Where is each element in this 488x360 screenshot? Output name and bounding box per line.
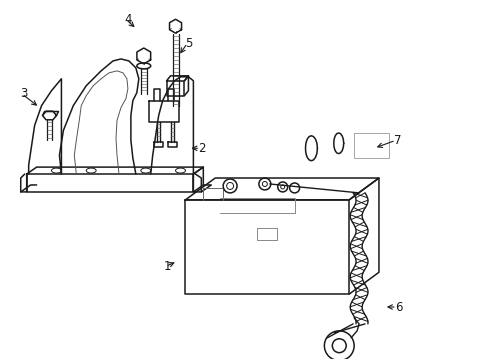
Text: 5: 5 <box>185 37 192 50</box>
Text: 4: 4 <box>123 13 131 26</box>
Text: 2: 2 <box>198 142 205 155</box>
Text: 3: 3 <box>20 87 27 100</box>
Text: 7: 7 <box>393 134 401 147</box>
Text: 1: 1 <box>163 260 171 273</box>
Text: 6: 6 <box>394 301 402 314</box>
